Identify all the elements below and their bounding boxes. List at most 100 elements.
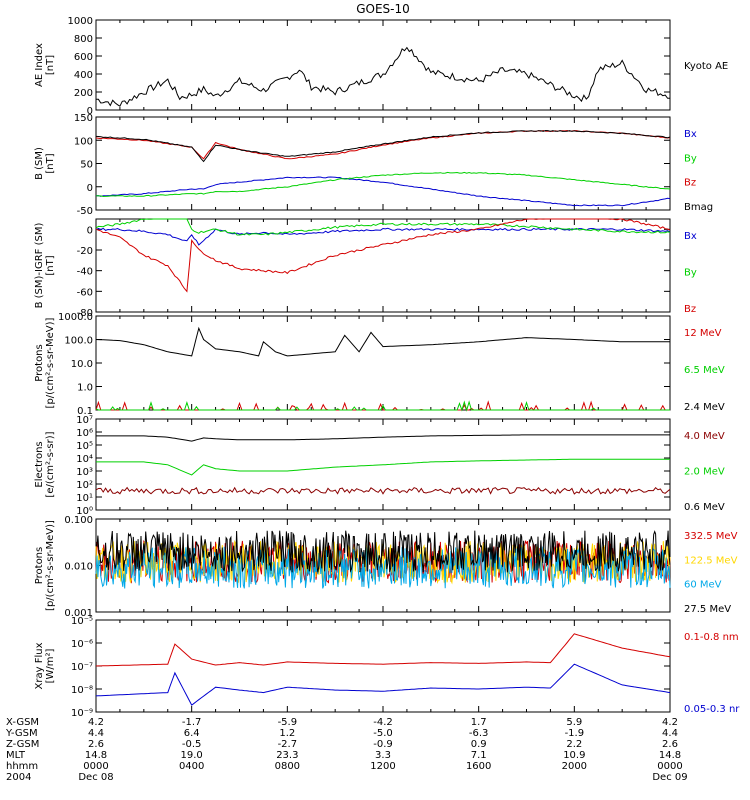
footer-value: 1200: [370, 761, 395, 772]
y-tick-label: 10⁶: [76, 428, 93, 439]
footer-value: 23.3: [276, 750, 298, 761]
y-axis-label: [nT]: [45, 55, 56, 75]
footer-value: 2.6: [88, 739, 104, 750]
footer-label: MLT: [6, 750, 26, 761]
y-tick-label: 400: [74, 70, 93, 81]
footer-value: 1.7: [471, 717, 487, 728]
y-tick-label: 0: [87, 183, 93, 194]
footer-value: -0.9: [373, 739, 393, 750]
footer-value: 7.1: [471, 750, 487, 761]
y-tick-label: 10⁻⁹: [71, 708, 93, 719]
legend-label-hiprotons-3: 27.5 MeV: [684, 604, 731, 615]
footer-value: 0000: [83, 761, 108, 772]
legend-label-db-2: Bz: [684, 304, 696, 315]
footer-value: 14.8: [659, 750, 681, 761]
footer-value: -2.7: [278, 739, 298, 750]
y-tick-label: 10¹: [76, 493, 93, 504]
footer-value: Dec 09: [652, 772, 687, 783]
panel-frame-xray: [95, 619, 671, 713]
series-line-electrons-2: [96, 434, 670, 442]
legend-label-protons-1: 6.5 MeV: [684, 365, 725, 376]
series-line-db-1: [95, 218, 671, 236]
y-axis-label: Protons: [34, 344, 45, 381]
y-tick-label: 0: [87, 225, 93, 236]
y-axis-label: B (SM)-IGRF (SM): [34, 223, 45, 309]
y-tick-label: -20: [77, 246, 93, 257]
y-tick-label: -50: [77, 206, 93, 217]
legend-label-electrons-1: 2.0 MeV: [684, 467, 725, 478]
series-line-b-3: [95, 129, 671, 163]
legend-label-protons-0: 12 MeV: [684, 328, 722, 339]
footer-value: -6.3: [469, 728, 489, 739]
y-tick-label: -40: [77, 267, 93, 278]
y-tick-label: 800: [74, 34, 93, 45]
footer-value: 1.2: [279, 728, 295, 739]
footer-value: -5.0: [373, 728, 393, 739]
y-tick-label: 10⁷: [76, 415, 93, 426]
footer-value: 2.2: [566, 739, 582, 750]
panel-frame-db: [95, 218, 671, 313]
y-tick-label: 1000: [68, 16, 93, 27]
y-axis-label: [p/(cm²-s-sr-MeV)]: [45, 520, 56, 611]
y-tick-label: 10³: [76, 467, 93, 478]
y-tick-label: 0: [87, 106, 93, 117]
footer-value: 1600: [466, 761, 491, 772]
y-tick-label: 150: [74, 113, 93, 124]
series-line-electrons-1: [96, 458, 670, 476]
footer-label: 2004: [6, 772, 31, 783]
legend-label-b-0: Bx: [684, 129, 697, 140]
y-tick-label: 10⁻⁷: [71, 662, 93, 673]
y-tick-label: 0.100: [64, 515, 93, 526]
y-tick-label: 10⁰: [76, 506, 93, 517]
footer-value: 4.2: [662, 717, 678, 728]
y-tick-label: 1000.0: [58, 312, 93, 323]
legend-label-electrons-2: 0.6 MeV: [684, 502, 725, 513]
y-tick-label: 1.0: [77, 383, 93, 394]
y-tick-label: 0.1: [77, 406, 93, 417]
footer-value: -4.2: [373, 717, 393, 728]
series-line-b-1: [95, 171, 671, 198]
series-line-protons-2: [95, 326, 670, 357]
footer-value: Dec 08: [78, 772, 113, 783]
legend-label-db-1: By: [684, 268, 697, 279]
series-line-xray-0: [95, 633, 671, 667]
legend-label-protons-2: 2.4 MeV: [684, 402, 725, 413]
legend-label-hiprotons-1: 122.5 MeV: [684, 555, 738, 566]
y-tick-label: 10⁴: [76, 454, 93, 465]
footer-value: -1.7: [182, 717, 202, 728]
legend-label-hiprotons-2: 60 MeV: [684, 580, 722, 591]
footer-value: 3.3: [375, 750, 391, 761]
y-tick-label: 10⁻⁵: [71, 616, 93, 627]
footer-value: 2000: [562, 761, 587, 772]
y-tick-label: 0.001: [64, 608, 93, 619]
footer-label: Z-GSM: [6, 739, 39, 750]
legend-label-b-1: By: [684, 153, 697, 164]
series-line-protons-1: [95, 400, 670, 412]
footer-value: 10.9: [563, 750, 585, 761]
y-axis-label: AE Index: [34, 43, 45, 87]
series-line-b-0: [95, 176, 671, 207]
series-line-hiprotons-3: [95, 530, 671, 573]
footer-value: 0.9: [471, 739, 487, 750]
y-tick-label: 100.0: [64, 336, 93, 347]
series-line-hiprotons-2: [95, 546, 671, 589]
footer-label: X-GSM: [6, 717, 39, 728]
y-axis-label: [p/(cm²-s-sr-MeV)]: [45, 317, 56, 408]
footer-value: 2.6: [662, 739, 678, 750]
legend-label-db-0: Bx: [684, 231, 697, 242]
footer-value: 5.9: [566, 717, 582, 728]
y-tick-label: -80: [77, 308, 93, 319]
legend-label-xray-1: 0.05-0.3 nr: [684, 704, 740, 715]
series-line-db-0: [95, 227, 671, 246]
y-tick-label: 10²: [76, 480, 93, 491]
footer-value: 4.4: [88, 728, 104, 739]
legend-label-xray-0: 0.1-0.8 nm: [684, 632, 739, 643]
legend-label-hiprotons-0: 332.5 MeV: [684, 531, 738, 542]
legend-label-b-3: Bmag: [684, 202, 713, 213]
footer-label: Y-GSM: [5, 728, 38, 739]
y-tick-label: 0.010: [64, 562, 93, 573]
y-tick-label: 600: [74, 52, 93, 63]
footer-value: 0800: [275, 761, 300, 772]
y-axis-label: Xray Flux: [34, 642, 45, 689]
